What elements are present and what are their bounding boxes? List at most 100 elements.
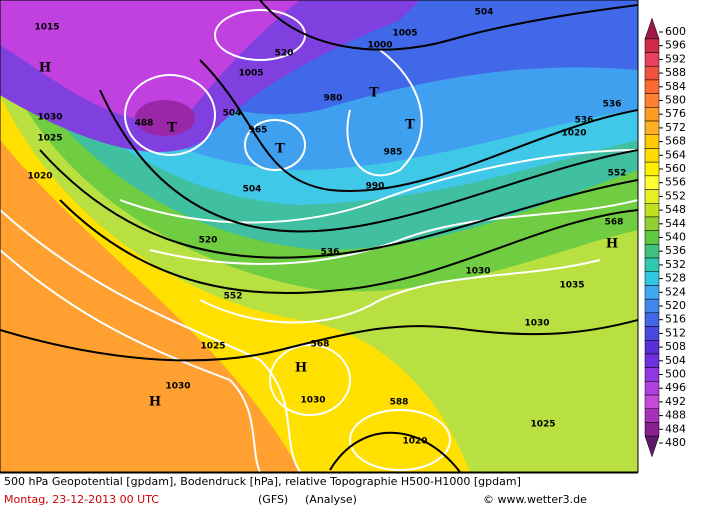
colorbar-label: 528 (665, 272, 686, 285)
colorbar-label: 580 (665, 94, 686, 107)
map-label: 488 (135, 119, 154, 129)
colorbar-label: 568 (665, 135, 686, 148)
map-label: 1025 (37, 134, 62, 144)
colorbar: 6005965925885845805765725685645605565525… (644, 17, 686, 458)
map-label: 1005 (392, 29, 417, 39)
colorbar-label: 536 (665, 244, 686, 257)
colorbar-cell (644, 134, 660, 149)
colorbar-cell (644, 244, 660, 259)
colorbar-cell (644, 38, 660, 53)
colorbar-label: 592 (665, 52, 686, 65)
map-label: 536 (321, 248, 340, 258)
map-label: 985 (384, 148, 403, 158)
map-label: 504 (243, 185, 262, 195)
colorbar-label: 552 (665, 189, 686, 202)
colorbar-label: 496 (665, 381, 686, 394)
map-label: 552 (224, 292, 243, 302)
map-label: 536 (575, 116, 594, 126)
colorbar-cell (644, 148, 660, 163)
footer-date: Montag, 23-12-2013 00 UTC (4, 493, 159, 506)
colorbar-label: 564 (665, 148, 686, 161)
map-label: H (295, 361, 307, 376)
map-frame (0, 0, 639, 473)
map-label: 980 (324, 94, 343, 104)
map-label: 520 (275, 49, 294, 59)
colorbar-label: 556 (665, 176, 686, 189)
colorbar-label: 532 (665, 258, 686, 271)
map-label: H (149, 395, 161, 410)
map-label: 504 (475, 8, 494, 18)
colorbar-cell (644, 189, 660, 204)
map-labels: H 1015 1030 1025 1020 488 T 504 520 504 T 965 980 T T 9… (27, 8, 626, 447)
colorbar-label: 480 (665, 436, 686, 449)
map-label: 1030 (37, 113, 62, 123)
colorbar-cell (644, 230, 660, 245)
colorbar-cell (644, 326, 660, 341)
map-label: 568 (311, 340, 330, 350)
colorbar-cell (644, 408, 660, 423)
footer-kind: (Analyse) (305, 493, 357, 506)
colorbar-cell (644, 271, 660, 286)
colorbar-cell (644, 120, 660, 136)
colorbar-label: 520 (665, 299, 686, 312)
colorbar-cell (644, 203, 660, 218)
footer-title: 500 hPa Geopotential [gpdam], Bodendruck… (4, 475, 521, 488)
map-label: 1020 (402, 437, 427, 447)
colorbar-cell (644, 93, 660, 108)
map-label: 552 (608, 169, 627, 179)
geopotential-lines (0, 0, 638, 472)
map-label: 1005 (238, 69, 263, 79)
map-label: 1030 (300, 396, 325, 406)
colorbar-cell (644, 175, 660, 190)
map-label: 1025 (530, 420, 555, 430)
colorbar-label: 540 (665, 231, 686, 244)
colorbar-cell (644, 107, 660, 122)
map-label: H (606, 237, 618, 252)
colorbar-cell (644, 353, 660, 368)
colorbar-label: 584 (665, 80, 686, 93)
map-label: 568 (605, 218, 624, 228)
colorbar-label: 508 (665, 340, 686, 353)
map-label: 990 (366, 182, 385, 192)
colorbar-cell (644, 435, 660, 458)
colorbar-label: 588 (665, 66, 686, 79)
map-label: T (405, 118, 415, 133)
field (135, 100, 195, 136)
map-label: 1035 (559, 281, 584, 291)
colorbar-label: 524 (665, 285, 686, 298)
map-label: 588 (390, 398, 409, 408)
colorbar-cell (644, 285, 660, 300)
colorbar-cell (644, 340, 660, 355)
map-field: H 1015 1030 1025 1020 488 T 504 520 504 T 965 980 T T 9… (0, 0, 638, 472)
colorbar-cell (644, 216, 660, 231)
colorbar-label: 484 (665, 422, 686, 435)
colorbar-label: 560 (665, 162, 686, 175)
colorbar-cell (644, 79, 660, 94)
colorbar-label: 576 (665, 107, 686, 120)
footer-credit: © www.wetter3.de (483, 493, 587, 506)
colorbar-label: 516 (665, 313, 686, 326)
field (0, 0, 300, 121)
map-label: 520 (199, 236, 218, 246)
colorbar-cell (644, 422, 660, 437)
isobars (0, 9, 638, 472)
map-label: 1030 (524, 319, 549, 329)
map-label: H (39, 61, 51, 76)
colorbar-label: 544 (665, 217, 686, 230)
colorbar-label: 488 (665, 409, 686, 422)
map-label: 536 (603, 100, 622, 110)
colorbar-label: 512 (665, 326, 686, 339)
colorbar-label: 548 (665, 203, 686, 216)
map-label: 1030 (465, 267, 490, 277)
colorbar-cell (644, 257, 660, 272)
map-label: 1030 (165, 382, 190, 392)
colorbar-label: 504 (665, 354, 686, 367)
colorbar-cell (644, 161, 660, 177)
colorbar-cell (644, 66, 660, 81)
colorbar-cell (644, 17, 660, 40)
colorbar-cell (644, 381, 660, 396)
map-label: 504 (223, 109, 242, 119)
map-label: 1000 (367, 41, 392, 51)
colorbar-cell (644, 394, 660, 409)
